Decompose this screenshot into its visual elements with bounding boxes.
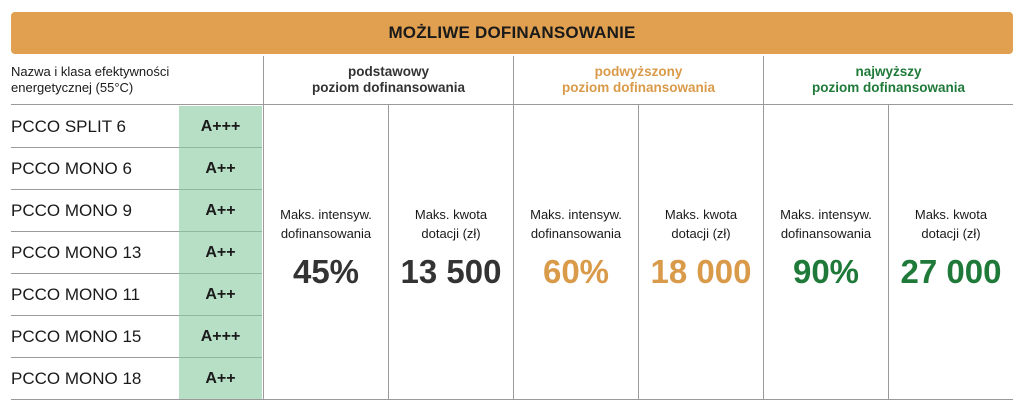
class-divider [179, 189, 262, 190]
column-divider [638, 105, 639, 400]
row-divider [11, 357, 179, 358]
header-level-raised-subtitle: poziom dofinansowania [561, 80, 715, 95]
column-divider [888, 105, 889, 400]
model-name: PCCO MONO 9 [11, 201, 132, 220]
header-divider [11, 104, 1013, 105]
top-intensity-label: Maks. intensyw. dofinansowania [764, 205, 888, 243]
header-model-label-line1: Nazwa i klasa efektywności [11, 64, 170, 79]
raised-amount-value: 18 000 [650, 253, 752, 290]
class-divider [179, 231, 262, 232]
row-divider [11, 147, 179, 148]
row-divider [11, 189, 179, 190]
basic-intensity-value: 45% [292, 253, 360, 290]
raised-intensity-value: 60% [542, 253, 610, 290]
header-level-basic-name: podstawowy [347, 64, 429, 79]
model-name: PCCO MONO 13 [11, 243, 142, 262]
header-model-label: Nazwa i klasa efektywności energetycznej… [11, 64, 261, 96]
header-level-raised: podwyższony poziom dofinansowania [514, 64, 763, 102]
label-line: dofinansowania [530, 226, 622, 241]
raised-amount-label: Maks. kwota dotacji (zł) [639, 205, 763, 243]
energy-class: A++ [205, 160, 236, 177]
energy-class-column [179, 106, 262, 400]
column-divider [263, 56, 264, 400]
label-line: Maks. intensyw. [530, 207, 622, 222]
header-level-basic: podstawowy poziom dofinansowania [264, 64, 513, 102]
basic-intensity-label: Maks. intensyw. dofinansowania [264, 205, 388, 243]
class-divider [179, 315, 262, 316]
label-line: Maks. kwota [914, 207, 988, 222]
header-level-top-name: najwyższy [855, 64, 922, 79]
basic-amount-label: Maks. kwota dotacji (zł) [389, 205, 513, 243]
basic-amount-value: 13 500 [400, 253, 502, 290]
energy-class: A+++ [200, 328, 241, 345]
raised-intensity-label: Maks. intensyw. dofinansowania [514, 205, 638, 243]
energy-class: A++ [205, 202, 236, 219]
energy-class: A++ [205, 370, 236, 387]
header-level-basic-subtitle: poziom dofinansowania [311, 80, 465, 95]
top-intensity-value: 90% [792, 253, 860, 290]
top-amount-value: 27 000 [900, 253, 1002, 290]
label-line: dotacji (zł) [921, 226, 981, 241]
row-divider [11, 231, 179, 232]
label-line: dofinansowania [280, 226, 372, 241]
label-line: Maks. kwota [414, 207, 488, 222]
header-level-top: najwyższy poziom dofinansowania [764, 64, 1013, 102]
column-divider [513, 56, 514, 400]
label-line: Maks. kwota [664, 207, 738, 222]
label-line: Maks. intensyw. [280, 207, 372, 222]
model-name: PCCO MONO 6 [11, 159, 132, 178]
model-name: PCCO MONO 11 [11, 285, 141, 304]
table-title: MOŻLIWE DOFINANSOWANIE [11, 12, 1013, 54]
row-divider [11, 273, 179, 274]
class-divider [179, 147, 262, 148]
column-divider [388, 105, 389, 400]
label-line: dofinansowania [780, 226, 872, 241]
column-divider [763, 56, 764, 400]
header-level-raised-name: podwyższony [594, 64, 683, 79]
model-name: PCCO MONO 18 [11, 369, 142, 388]
model-name: PCCO MONO 15 [11, 327, 142, 346]
energy-class: A++ [205, 286, 236, 303]
class-divider [179, 273, 262, 274]
label-line: Maks. intensyw. [780, 207, 872, 222]
table-bottom-border [11, 399, 1013, 400]
energy-class: A++ [205, 244, 236, 261]
label-line: dotacji (zł) [671, 226, 731, 241]
header-level-top-subtitle: poziom dofinansowania [811, 80, 965, 95]
header-model-label-line2: energetycznej (55°C) [11, 80, 134, 95]
class-divider [179, 357, 262, 358]
row-divider [11, 315, 179, 316]
model-name: PCCO SPLIT 6 [11, 117, 126, 136]
energy-class: A+++ [200, 118, 241, 135]
top-amount-label: Maks. kwota dotacji (zł) [889, 205, 1013, 243]
label-line: dotacji (zł) [421, 226, 481, 241]
